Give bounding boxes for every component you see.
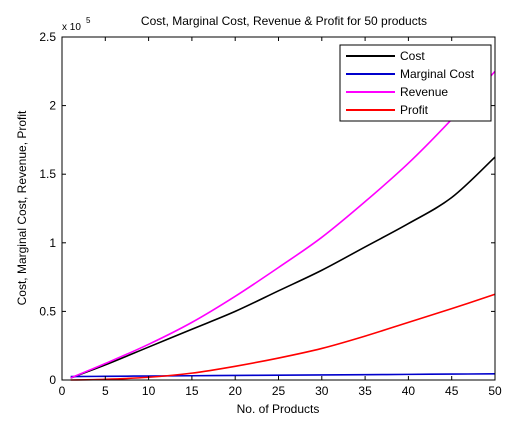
series-line-cost xyxy=(70,156,496,379)
y-exponent-power: 5 xyxy=(86,16,91,25)
x-tick-label: 30 xyxy=(315,384,329,398)
legend-entry-profit: Profit xyxy=(346,103,429,117)
y-axis-ticks: 0 0.5 1 1.5 2 2.5 xyxy=(39,30,495,387)
legend-entry-marginal-cost: Marginal Cost xyxy=(346,67,475,81)
x-tick-label: 0 xyxy=(59,384,66,398)
chart-title: Cost, Marginal Cost, Revenue & Profit fo… xyxy=(141,14,427,28)
x-tick-label: 50 xyxy=(488,384,502,398)
y-tick-label: 1 xyxy=(49,236,56,250)
series-line-profit xyxy=(70,293,496,381)
series-layer xyxy=(70,70,496,381)
x-tick-label: 25 xyxy=(272,384,286,398)
x-tick-label: 5 xyxy=(102,384,109,398)
x-axis-ticks: 0 5 10 15 20 25 30 35 40 45 50 xyxy=(59,37,502,398)
x-tick-label: 20 xyxy=(229,384,243,398)
legend-label: Revenue xyxy=(400,85,448,99)
x-tick-label: 35 xyxy=(358,384,372,398)
x-tick-label: 40 xyxy=(402,384,416,398)
legend-label: Marginal Cost xyxy=(400,67,475,81)
y-tick-label: 0 xyxy=(49,373,56,387)
y-exponent-base: x 10 xyxy=(62,22,81,33)
legend-entry-revenue: Revenue xyxy=(346,85,448,99)
legend-box xyxy=(339,44,492,122)
legend-entry-cost: Cost xyxy=(346,49,425,63)
series-line-marginal-cost xyxy=(70,373,496,378)
x-tick-label: 15 xyxy=(185,384,199,398)
legend-label: Profit xyxy=(400,103,429,117)
y-tick-label: 1.5 xyxy=(39,167,56,181)
y-tick-label: 0.5 xyxy=(39,304,56,318)
x-tick-label: 45 xyxy=(445,384,459,398)
x-tick-label: 10 xyxy=(142,384,156,398)
y-tick-label: 2 xyxy=(49,99,56,113)
y-tick-label: 2.5 xyxy=(39,30,56,44)
x-axis-label: No. of Products xyxy=(237,402,320,416)
y-axis-label: Cost, Marginal Cost, Revenue, Profit xyxy=(15,110,29,305)
legend: Cost Marginal Cost Revenue Profit xyxy=(339,44,492,122)
series-line-revenue xyxy=(70,70,496,379)
legend-label: Cost xyxy=(400,49,425,63)
